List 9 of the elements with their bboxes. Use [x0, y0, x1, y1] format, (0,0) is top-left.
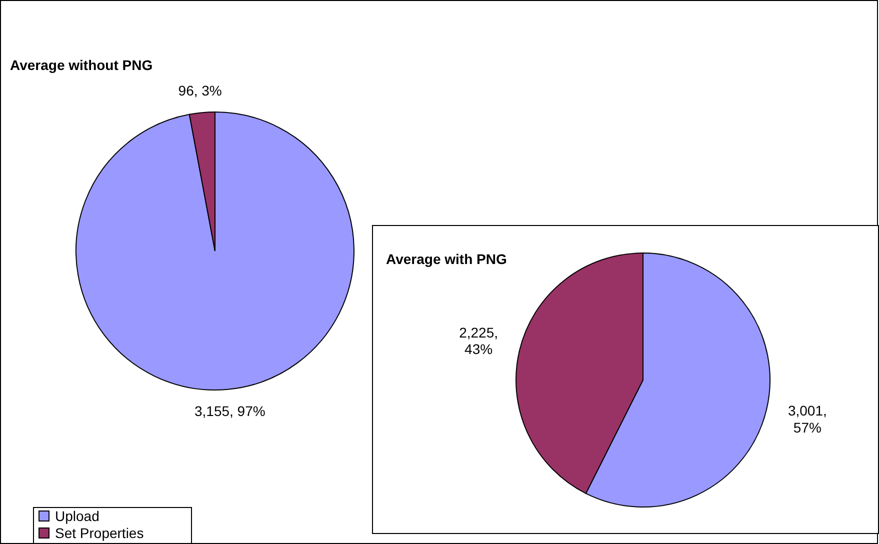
legend-label: Upload: [55, 508, 100, 524]
chart-title: Average with PNG: [386, 251, 507, 267]
data-label: 3,155, 97%: [194, 403, 266, 420]
pie-slice: [76, 112, 354, 390]
data-label: 3,001, 57%: [788, 402, 827, 436]
chart-title: Average without PNG: [10, 57, 153, 73]
data-label: 2,225, 43%: [459, 324, 498, 358]
legend-label: Set Properties: [55, 525, 144, 541]
data-label: 96, 3%: [178, 82, 222, 99]
